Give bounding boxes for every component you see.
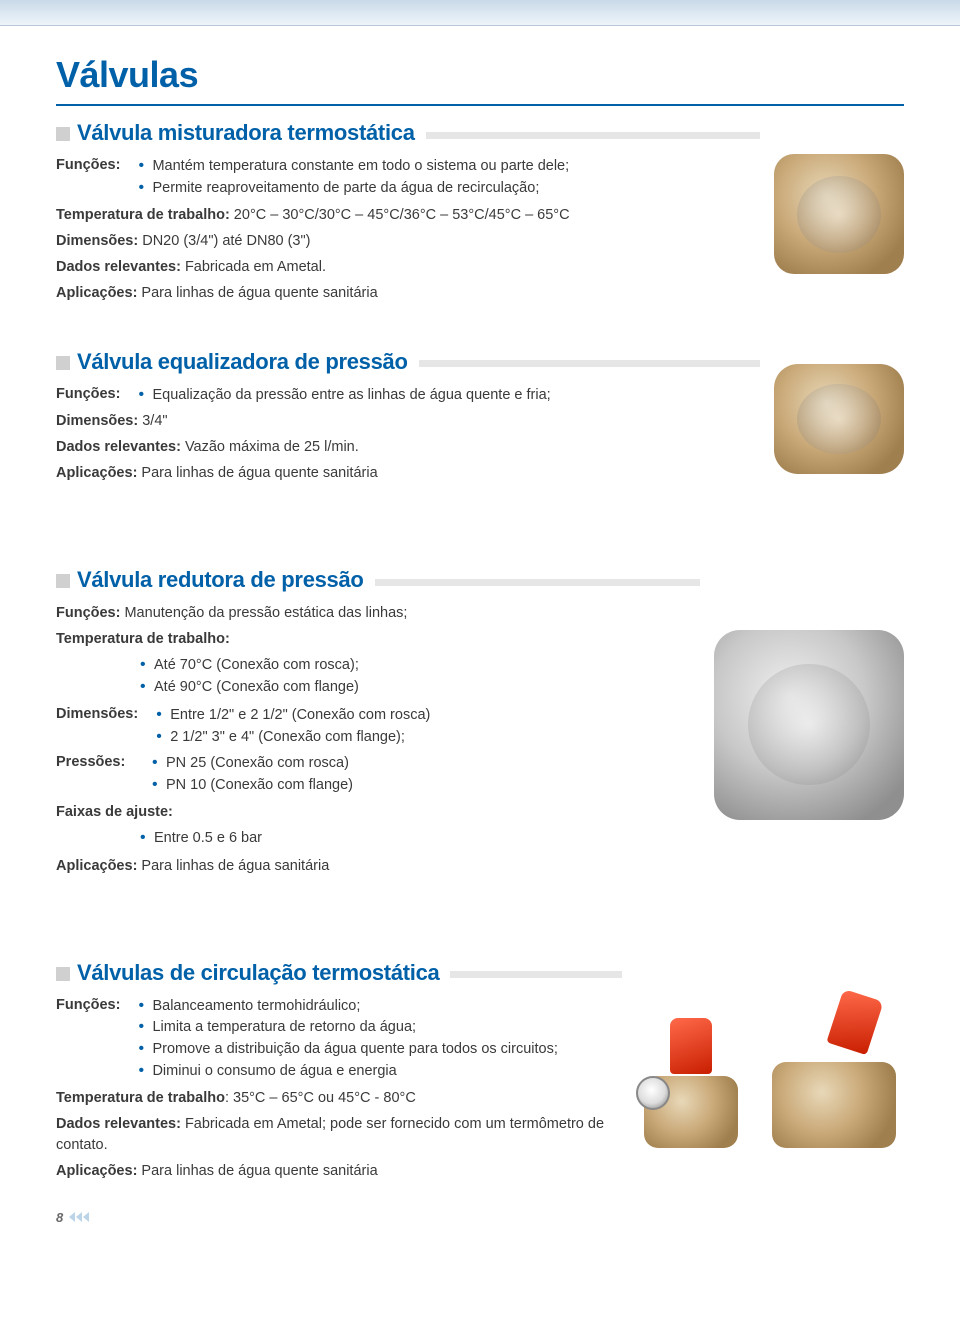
subheading-bar bbox=[450, 971, 622, 978]
funcoes-label: Funções: bbox=[56, 996, 120, 1013]
group-label: Pressões: bbox=[56, 753, 134, 770]
group-bullets: Entre 1/2" e 2 1/2" (Conexão com rosca) … bbox=[156, 705, 700, 749]
page-content: Válvulas Válvula misturadora termostátic… bbox=[0, 26, 960, 1231]
square-bullet-icon bbox=[56, 574, 70, 588]
product-image bbox=[774, 349, 904, 490]
page-title: Válvulas bbox=[56, 54, 904, 96]
spec-line: Dados relevantes: Fabricada em Ametal; p… bbox=[56, 1114, 622, 1156]
group-bullets: PN 25 (Conexão com rosca) PN 10 (Conexão… bbox=[152, 753, 700, 797]
list-item: Equalização da pressão entre as linhas d… bbox=[138, 385, 760, 407]
group-label: Temperatura de trabalho: bbox=[56, 629, 700, 650]
spec-line: Dados relevantes: Vazão máxima de 25 l/m… bbox=[56, 437, 760, 458]
spec-line: Aplicações: Para linhas de água sanitári… bbox=[56, 856, 700, 877]
product-image-group bbox=[636, 960, 904, 1187]
group-row: Dimensões: Entre 1/2" e 2 1/2" (Conexão … bbox=[56, 705, 700, 749]
funcoes-label: Funções: bbox=[56, 385, 120, 402]
subheading-row: Válvula redutora de pressão bbox=[56, 567, 700, 593]
spec-line: Temperatura de trabalho: 20°C – 30°C/30°… bbox=[56, 205, 760, 226]
subheading-bar bbox=[419, 360, 760, 367]
subheading-row: Válvulas de circulação termostática bbox=[56, 960, 622, 986]
group-label: Dimensões: bbox=[56, 705, 138, 722]
section-valvulas-circulacao: Válvulas de circulação termostática Funç… bbox=[56, 960, 904, 1187]
list-item: 2 1/2" 3" e 4" (Conexão com flange); bbox=[156, 727, 700, 749]
subheading: Válvulas de circulação termostática bbox=[77, 960, 439, 986]
list-item: Balanceamento termohidráulico; bbox=[138, 996, 622, 1018]
section-valvula-misturadora: Válvula misturadora termostática Funções… bbox=[56, 120, 904, 309]
list-item: Até 90°C (Conexão com flange) bbox=[140, 677, 700, 699]
spec-line: Dimensões: DN20 (3/4") até DN80 (3") bbox=[56, 231, 760, 252]
title-rule bbox=[56, 104, 904, 106]
product-image bbox=[774, 120, 904, 309]
list-item: PN 25 (Conexão com rosca) bbox=[152, 753, 700, 775]
page-footer: 8 bbox=[56, 1210, 89, 1225]
header-gradient-bar bbox=[0, 0, 960, 26]
page-number: 8 bbox=[56, 1210, 63, 1225]
subheading: Válvula misturadora termostática bbox=[77, 120, 415, 146]
subheading-bar bbox=[375, 579, 700, 586]
list-item: Entre 0.5 e 6 bar bbox=[140, 828, 700, 850]
subheading-bar bbox=[426, 132, 760, 139]
funcoes-list: Mantém temperatura constante em todo o s… bbox=[138, 156, 760, 200]
spec-line: Dimensões: 3/4" bbox=[56, 411, 760, 432]
spec-line: Aplicações: Para linhas de água quente s… bbox=[56, 463, 760, 484]
spec-line: Aplicações: Para linhas de água quente s… bbox=[56, 283, 760, 304]
group-row: Pressões: PN 25 (Conexão com rosca) PN 1… bbox=[56, 753, 700, 797]
funcoes-label: Funções: bbox=[56, 156, 120, 173]
product-image bbox=[636, 1018, 746, 1148]
funcoes-list: Balanceamento termohidráulico; Limita a … bbox=[138, 996, 622, 1083]
section-valvula-redutora: Válvula redutora de pressão Funções: Man… bbox=[56, 567, 904, 881]
square-bullet-icon bbox=[56, 127, 70, 141]
group-label: Faixas de ajuste: bbox=[56, 802, 700, 823]
list-item: Diminui o consumo de água e energia bbox=[138, 1061, 622, 1083]
product-image bbox=[764, 998, 904, 1148]
spec-line: Dados relevantes: Fabricada em Ametal. bbox=[56, 257, 760, 278]
subheading-row: Válvula misturadora termostática bbox=[56, 120, 760, 146]
square-bullet-icon bbox=[56, 967, 70, 981]
list-item: PN 10 (Conexão com flange) bbox=[152, 775, 700, 797]
chevron-left-icon bbox=[69, 1212, 89, 1222]
section-valvula-equalizadora: Válvula equalizadora de pressão Funções:… bbox=[56, 349, 904, 490]
spec-line: Temperatura de trabalho: 35°C – 65°C ou … bbox=[56, 1088, 622, 1109]
spec-line: Aplicações: Para linhas de água quente s… bbox=[56, 1161, 622, 1182]
list-item: Permite reaproveitamento de parte da águ… bbox=[138, 178, 760, 200]
funcoes-list: Equalização da pressão entre as linhas d… bbox=[138, 385, 760, 407]
square-bullet-icon bbox=[56, 356, 70, 370]
subheading-row: Válvula equalizadora de pressão bbox=[56, 349, 760, 375]
list-item: Até 70°C (Conexão com rosca); bbox=[140, 655, 700, 677]
list-item: Entre 1/2" e 2 1/2" (Conexão com rosca) bbox=[156, 705, 700, 727]
funcoes-row: Funções: Mantém temperatura constante em… bbox=[56, 156, 760, 200]
list-item: Promove a distribuição da água quente pa… bbox=[138, 1039, 622, 1061]
spec-line: Funções: Manutenção da pressão estática … bbox=[56, 603, 700, 624]
list-item: Limita a temperatura de retorno da água; bbox=[138, 1017, 622, 1039]
group-bullets: Até 70°C (Conexão com rosca); Até 90°C (… bbox=[56, 655, 700, 699]
subheading: Válvula redutora de pressão bbox=[77, 567, 364, 593]
funcoes-row: Funções: Balanceamento termohidráulico; … bbox=[56, 996, 622, 1083]
product-image bbox=[714, 567, 904, 881]
list-item: Mantém temperatura constante em todo o s… bbox=[138, 156, 760, 178]
group-bullets: Entre 0.5 e 6 bar bbox=[56, 828, 700, 850]
subheading: Válvula equalizadora de pressão bbox=[77, 349, 408, 375]
funcoes-row: Funções: Equalização da pressão entre as… bbox=[56, 385, 760, 407]
